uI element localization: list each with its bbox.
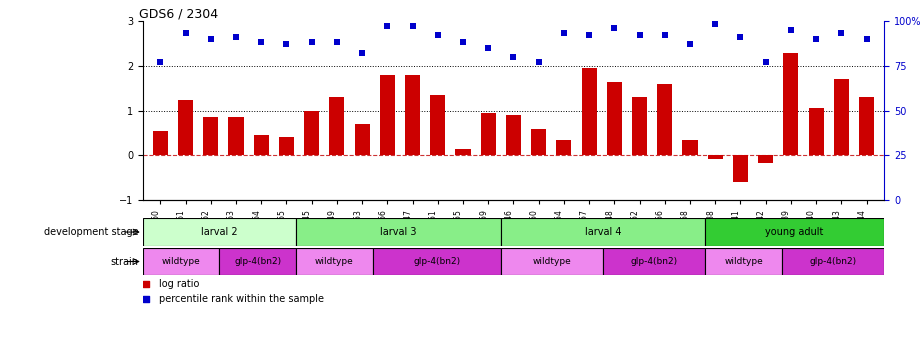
Bar <box>219 248 297 275</box>
Bar <box>707 155 723 159</box>
Bar <box>682 140 697 155</box>
Point <box>380 23 395 29</box>
Text: wildtype: wildtype <box>724 257 763 266</box>
Bar <box>178 100 193 155</box>
Text: strain: strain <box>111 256 138 267</box>
Point <box>456 39 471 44</box>
Text: glp-4(bn2): glp-4(bn2) <box>414 257 460 266</box>
Point <box>632 32 647 38</box>
Point <box>430 32 445 38</box>
Point <box>179 30 193 35</box>
Bar <box>297 248 373 275</box>
Point <box>531 59 546 64</box>
Point <box>481 45 495 51</box>
Point <box>330 39 344 44</box>
Bar <box>228 117 244 155</box>
Bar <box>705 218 884 246</box>
Bar <box>405 75 420 155</box>
Text: GDS6 / 2304: GDS6 / 2304 <box>139 7 218 20</box>
Bar <box>783 53 799 155</box>
Bar <box>355 124 369 155</box>
Bar <box>456 149 471 155</box>
Text: log ratio: log ratio <box>159 279 200 289</box>
Point <box>540 82 554 88</box>
Point <box>507 54 521 60</box>
Point <box>254 39 269 44</box>
Bar <box>705 248 782 275</box>
Bar <box>253 135 269 155</box>
Point <box>859 36 874 42</box>
Bar <box>733 155 748 182</box>
Text: percentile rank within the sample: percentile rank within the sample <box>159 295 324 305</box>
Point <box>228 34 243 40</box>
Point <box>708 21 723 26</box>
Point <box>607 25 622 31</box>
Bar <box>758 155 774 163</box>
Text: development stage: development stage <box>43 227 138 237</box>
Bar <box>501 218 705 246</box>
Bar <box>658 84 672 155</box>
Text: larval 3: larval 3 <box>380 227 416 237</box>
Text: glp-4(bn2): glp-4(bn2) <box>631 257 678 266</box>
Text: wildtype: wildtype <box>315 257 354 266</box>
Bar <box>204 117 218 155</box>
Point <box>733 34 748 40</box>
Point <box>355 50 369 56</box>
Point <box>582 32 597 38</box>
Text: wildtype: wildtype <box>532 257 571 266</box>
Bar <box>834 80 849 155</box>
Bar <box>379 75 395 155</box>
Point <box>784 27 799 33</box>
Point <box>405 23 420 29</box>
Bar <box>279 137 294 155</box>
Point <box>809 36 823 42</box>
Text: glp-4(bn2): glp-4(bn2) <box>810 257 857 266</box>
Bar <box>782 248 884 275</box>
Text: wildtype: wildtype <box>162 257 201 266</box>
Text: larval 2: larval 2 <box>201 227 238 237</box>
Bar <box>481 113 495 155</box>
Bar <box>607 82 622 155</box>
Bar <box>143 248 219 275</box>
Bar <box>556 140 571 155</box>
Point <box>556 30 571 35</box>
Bar <box>430 95 446 155</box>
Point <box>758 59 773 64</box>
Bar <box>809 109 823 155</box>
Point <box>279 41 294 47</box>
Bar <box>304 111 320 155</box>
Point <box>153 59 168 64</box>
Bar <box>143 218 297 246</box>
Text: larval 4: larval 4 <box>585 227 621 237</box>
Text: glp-4(bn2): glp-4(bn2) <box>234 257 281 266</box>
Point <box>304 39 319 44</box>
Point <box>682 41 697 47</box>
Bar <box>330 97 344 155</box>
Bar <box>632 97 647 155</box>
Bar <box>581 68 597 155</box>
Point <box>658 32 672 38</box>
Point <box>834 30 848 35</box>
Bar <box>153 131 168 155</box>
Point <box>204 36 218 42</box>
Bar <box>603 248 705 275</box>
Text: young adult: young adult <box>765 227 824 237</box>
Bar <box>859 97 874 155</box>
Bar <box>297 218 501 246</box>
Bar <box>501 248 603 275</box>
Point <box>540 220 554 226</box>
Bar <box>373 248 501 275</box>
Bar <box>531 129 546 155</box>
Bar <box>506 115 521 155</box>
